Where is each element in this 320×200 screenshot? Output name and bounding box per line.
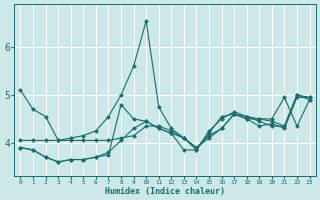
X-axis label: Humidex (Indice chaleur): Humidex (Indice chaleur) bbox=[105, 187, 225, 196]
